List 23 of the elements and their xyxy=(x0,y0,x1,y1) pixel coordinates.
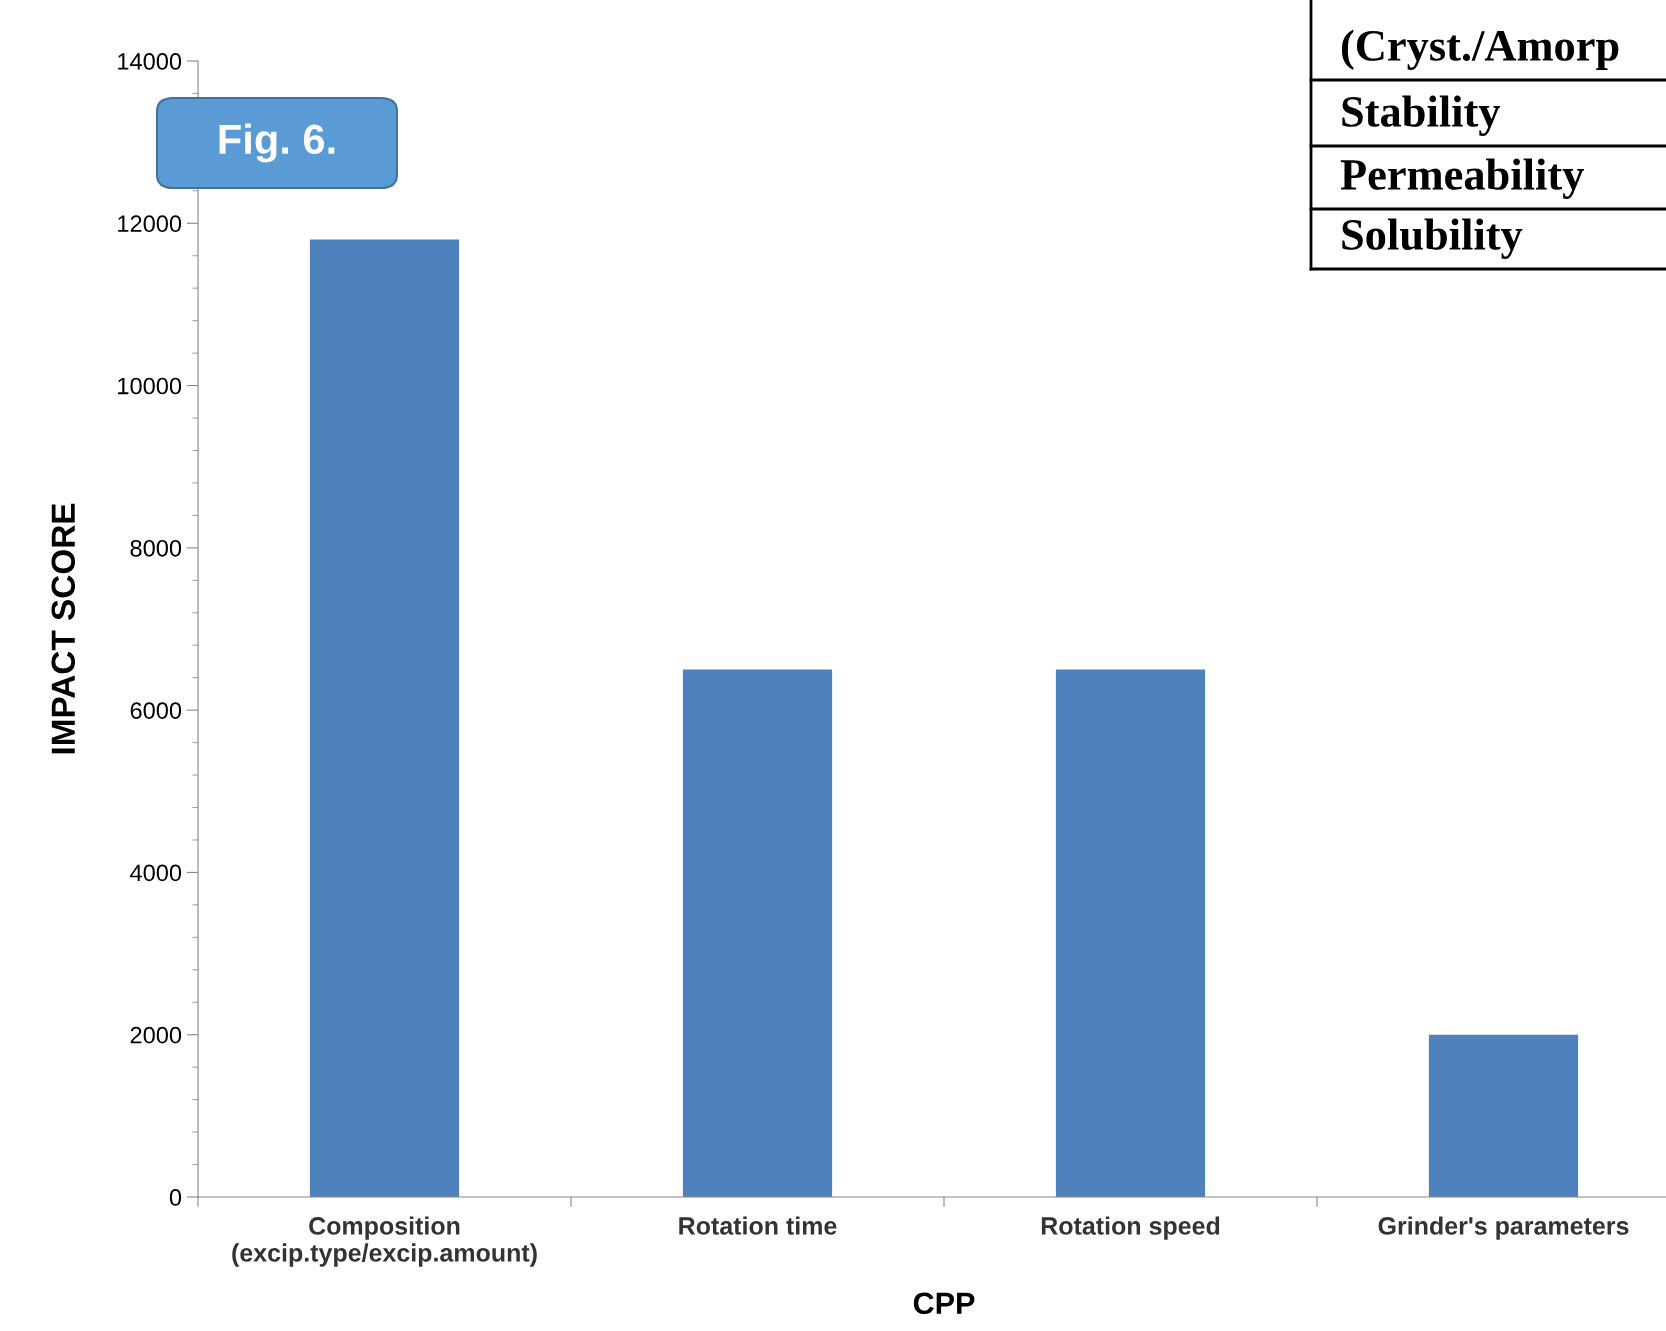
y-tick-label: 4000 xyxy=(130,864,182,882)
y-tick-label: 10000 xyxy=(118,377,182,395)
y-tick-label: 2000 xyxy=(130,1026,182,1044)
bar xyxy=(682,669,833,1197)
y-tick-label: 12000 xyxy=(118,215,182,233)
y-axis-title: IMPACT SCORE xyxy=(51,503,76,754)
y-tick-label: 8000 xyxy=(130,539,182,557)
annotation: Solubility xyxy=(1342,218,1523,259)
x-tick-label: Rotation speed xyxy=(1041,1216,1220,1240)
bar xyxy=(1055,669,1206,1197)
annotation: (Cryst./Amorp xyxy=(1341,29,1619,70)
y-tick-label: 14000 xyxy=(118,53,182,70)
y-tick-label: 0 xyxy=(169,1189,182,1206)
bar xyxy=(309,239,460,1197)
annotation: Stability xyxy=(1342,95,1501,136)
bar xyxy=(1428,1034,1579,1197)
x-tick-label: Composition (excip.type/excip.amount) xyxy=(232,1216,537,1267)
x-tick-label: Grinder's parameters xyxy=(1378,1216,1629,1240)
y-tick-label: 6000 xyxy=(130,702,182,719)
annotation: Fig. 6. xyxy=(219,123,335,163)
x-tick-label: Rotation time xyxy=(679,1216,837,1235)
x-axis-title: CPP xyxy=(913,1292,975,1315)
annotation: Permeability xyxy=(1340,158,1584,199)
